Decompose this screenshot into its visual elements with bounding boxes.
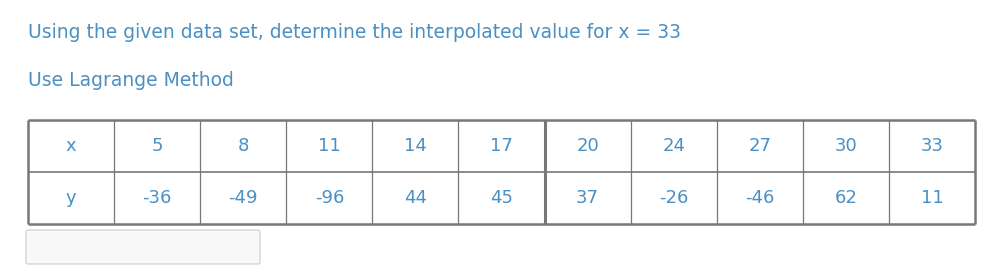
Text: -46: -46 [745, 189, 774, 207]
Text: 8: 8 [238, 137, 249, 155]
Text: Use Lagrange Method: Use Lagrange Method [28, 72, 234, 90]
Text: 5: 5 [151, 137, 163, 155]
Text: 24: 24 [662, 137, 685, 155]
Text: 37: 37 [576, 189, 599, 207]
Text: 17: 17 [490, 137, 513, 155]
Text: 44: 44 [404, 189, 427, 207]
Text: -36: -36 [142, 189, 172, 207]
Text: 62: 62 [834, 189, 857, 207]
Text: y: y [66, 189, 76, 207]
Text: -96: -96 [315, 189, 344, 207]
FancyBboxPatch shape [26, 230, 260, 264]
Text: 45: 45 [490, 189, 513, 207]
Text: 27: 27 [748, 137, 771, 155]
Text: 30: 30 [834, 137, 857, 155]
Text: -49: -49 [228, 189, 258, 207]
Text: 14: 14 [404, 137, 427, 155]
Text: Using the given data set, determine the interpolated value for x = 33: Using the given data set, determine the … [28, 23, 681, 42]
Text: 11: 11 [921, 189, 943, 207]
Text: 20: 20 [576, 137, 599, 155]
Text: x: x [66, 137, 76, 155]
Text: -26: -26 [659, 189, 688, 207]
Text: 33: 33 [920, 137, 943, 155]
Text: 11: 11 [318, 137, 341, 155]
